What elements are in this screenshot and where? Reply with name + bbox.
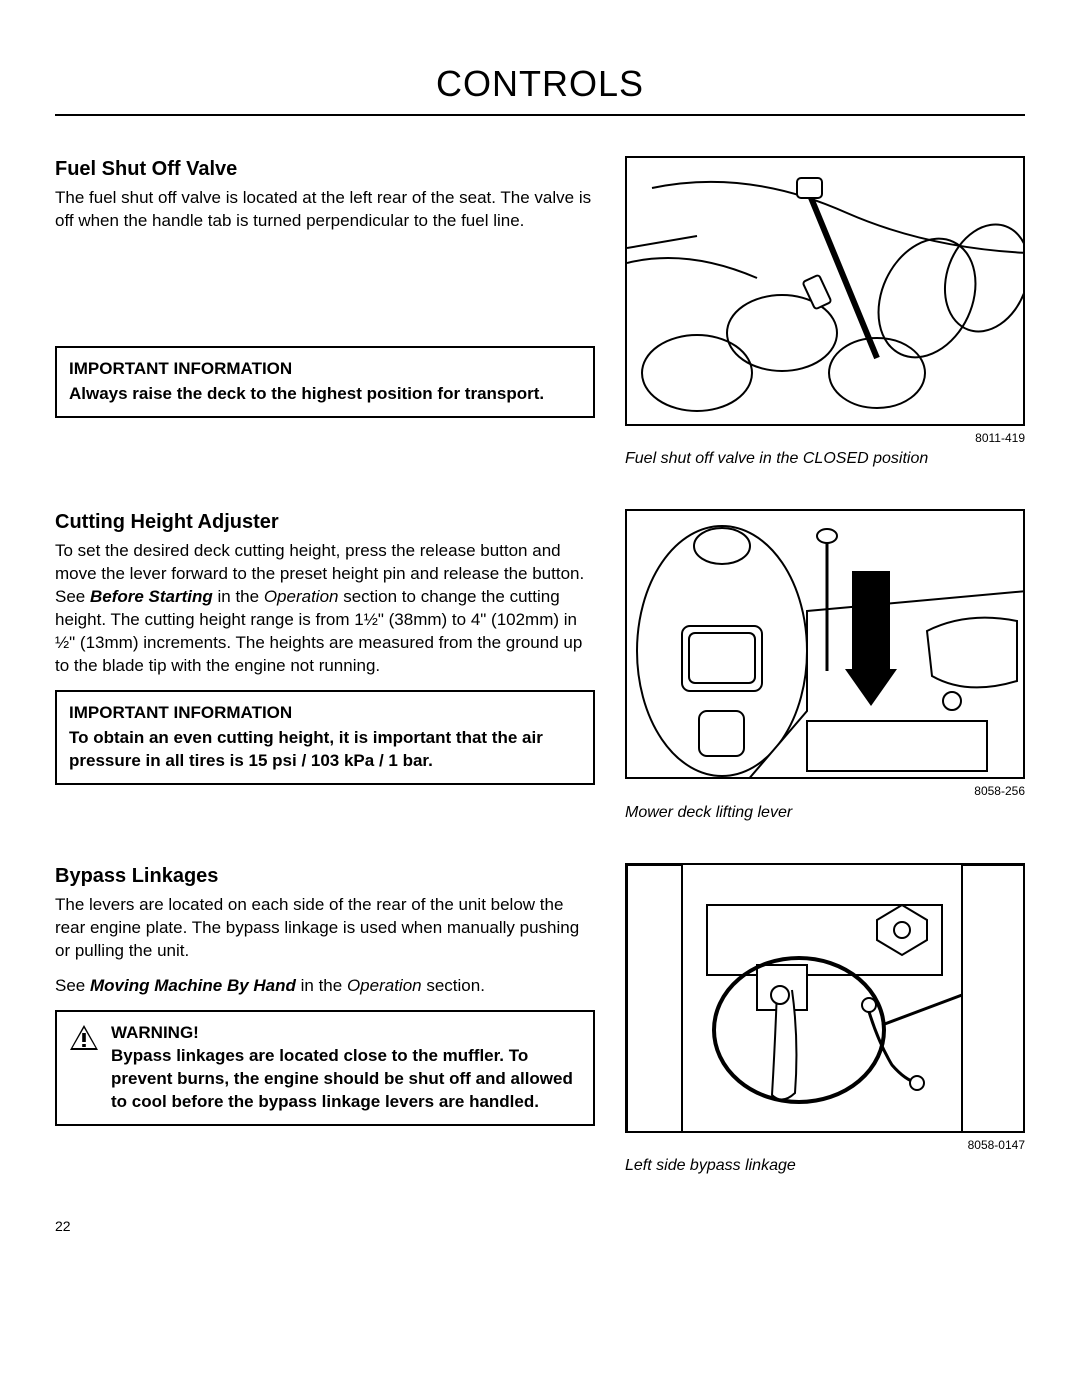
warning-title: WARNING! [111,1022,581,1045]
info-box-tires: IMPORTANT INFORMATION To obtain an even … [55,690,595,785]
info-body: Always raise the deck to the highest pos… [69,383,581,406]
figure-id: 8058-0147 [625,1137,1025,1153]
figure-caption: Mower deck lifting lever [625,802,1025,824]
body-fuel-valve: The fuel shut off valve is located at th… [55,187,595,233]
warning-box-bypass: WARNING! Bypass linkages are located clo… [55,1010,595,1126]
info-title: IMPORTANT INFORMATION [69,358,581,381]
info-box-transport: IMPORTANT INFORMATION Always raise the d… [55,346,595,418]
figure-fuel-valve [625,156,1025,426]
heading-fuel-valve: Fuel Shut Off Valve [55,156,595,183]
body-cutting-height: To set the desired deck cutting height, … [55,540,595,678]
info-body: To obtain an even cutting height, it is … [69,727,581,773]
warning-icon [69,1024,99,1051]
figure-id: 8011-419 [625,430,1025,446]
figure-bypass-linkage [625,863,1025,1133]
section-bypass: Bypass Linkages The levers are located o… [55,863,1025,1177]
heading-bypass: Bypass Linkages [55,863,595,890]
figure-caption: Fuel shut off valve in the CLOSED positi… [625,448,1025,470]
section-cutting-height: Cutting Height Adjuster To set the desir… [55,509,1025,823]
body-bypass-2: See Moving Machine By Hand in the Operat… [55,975,595,998]
section-fuel-valve: Fuel Shut Off Valve The fuel shut off va… [55,156,1025,470]
figure-deck-lever [625,509,1025,779]
figure-id: 8058-256 [625,783,1025,799]
body-bypass-1: The levers are located on each side of t… [55,894,595,963]
heading-cutting-height: Cutting Height Adjuster [55,509,595,536]
info-title: IMPORTANT INFORMATION [69,702,581,725]
page-number: 22 [55,1217,1025,1236]
page-title: CONTROLS [55,60,1025,116]
warning-body: Bypass linkages are located close to the… [111,1045,581,1114]
figure-caption: Left side bypass linkage [625,1155,1025,1177]
